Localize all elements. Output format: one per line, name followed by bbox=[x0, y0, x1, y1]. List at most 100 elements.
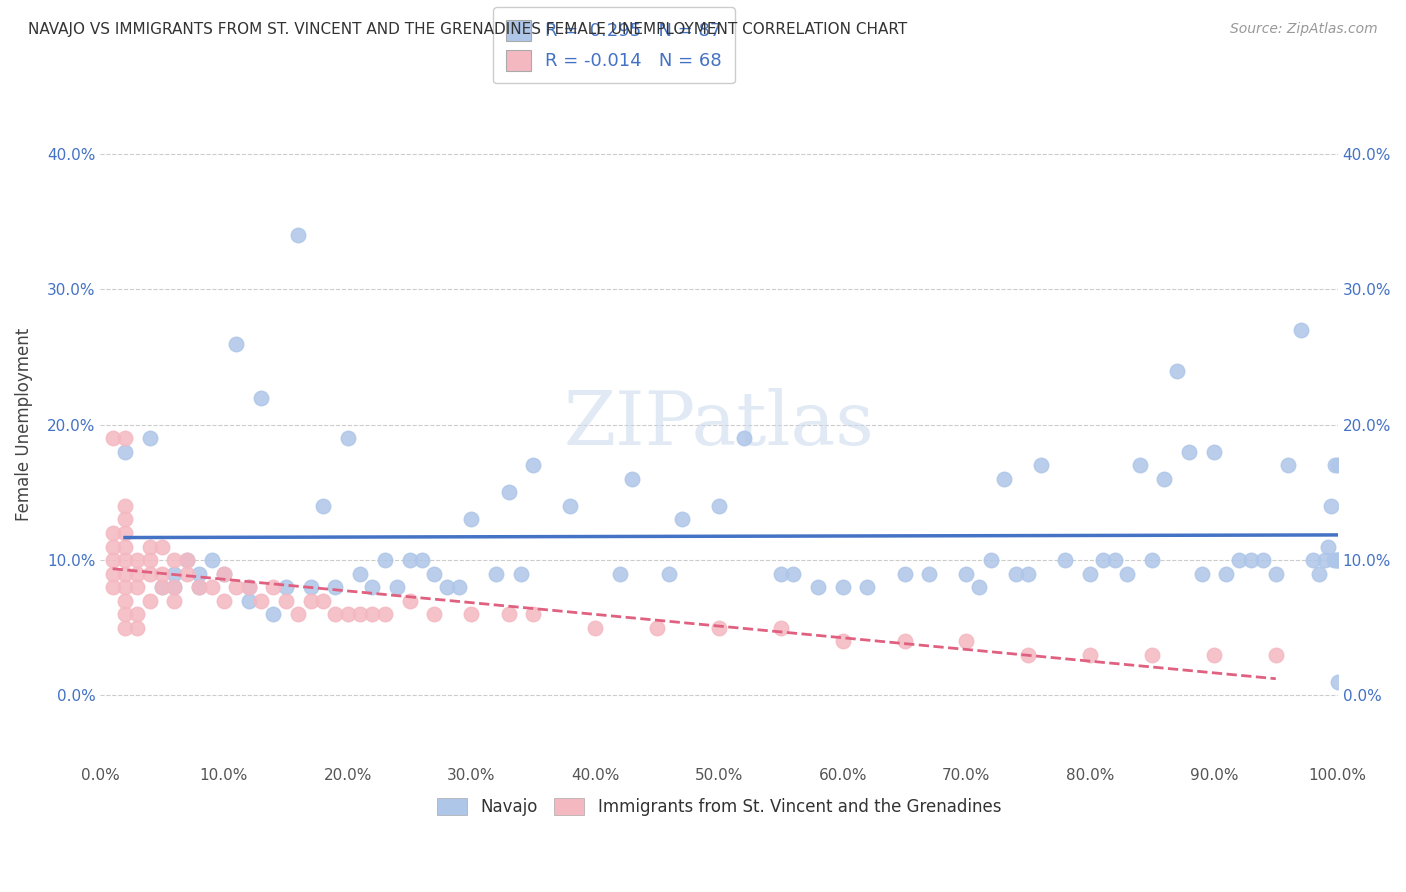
Point bbox=[1104, 553, 1126, 567]
Y-axis label: Female Unemployment: Female Unemployment bbox=[15, 328, 32, 521]
Point bbox=[139, 553, 162, 567]
Point bbox=[1140, 648, 1163, 662]
Point bbox=[114, 621, 136, 635]
Point bbox=[671, 512, 693, 526]
Point bbox=[1116, 566, 1139, 581]
Point bbox=[225, 580, 247, 594]
Point bbox=[621, 472, 644, 486]
Point bbox=[139, 593, 162, 607]
Point bbox=[1178, 445, 1201, 459]
Point bbox=[114, 553, 136, 567]
Point bbox=[263, 607, 285, 622]
Point bbox=[101, 580, 124, 594]
Point bbox=[831, 580, 853, 594]
Point bbox=[1017, 648, 1039, 662]
Point bbox=[498, 485, 520, 500]
Point bbox=[1215, 566, 1237, 581]
Point bbox=[163, 580, 186, 594]
Point bbox=[374, 553, 396, 567]
Point bbox=[238, 593, 260, 607]
Point bbox=[188, 580, 211, 594]
Point bbox=[114, 445, 136, 459]
Point bbox=[1078, 566, 1101, 581]
Point bbox=[1078, 648, 1101, 662]
Point bbox=[101, 526, 124, 541]
Point bbox=[807, 580, 830, 594]
Point bbox=[1240, 553, 1263, 567]
Point bbox=[1324, 458, 1347, 473]
Point bbox=[361, 580, 384, 594]
Point bbox=[1191, 566, 1213, 581]
Point bbox=[150, 540, 173, 554]
Point bbox=[163, 553, 186, 567]
Point bbox=[139, 566, 162, 581]
Point bbox=[114, 540, 136, 554]
Point bbox=[349, 566, 371, 581]
Point bbox=[769, 621, 792, 635]
Point bbox=[645, 621, 668, 635]
Point bbox=[176, 553, 198, 567]
Point bbox=[127, 607, 149, 622]
Point bbox=[485, 566, 508, 581]
Point bbox=[707, 621, 730, 635]
Point bbox=[1202, 648, 1225, 662]
Point bbox=[658, 566, 681, 581]
Point bbox=[1140, 553, 1163, 567]
Point bbox=[423, 607, 446, 622]
Point bbox=[1005, 566, 1028, 581]
Point bbox=[325, 607, 347, 622]
Point bbox=[1326, 553, 1348, 567]
Point bbox=[212, 566, 235, 581]
Point bbox=[1017, 566, 1039, 581]
Point bbox=[114, 566, 136, 581]
Legend: Navajo, Immigrants from St. Vincent and the Grenadines: Navajo, Immigrants from St. Vincent and … bbox=[430, 791, 1008, 822]
Point bbox=[163, 580, 186, 594]
Point bbox=[1308, 566, 1330, 581]
Point bbox=[1029, 458, 1052, 473]
Point bbox=[150, 566, 173, 581]
Point bbox=[1054, 553, 1077, 567]
Point bbox=[299, 593, 322, 607]
Point bbox=[1326, 458, 1348, 473]
Point bbox=[274, 593, 297, 607]
Point bbox=[918, 566, 941, 581]
Point bbox=[1320, 499, 1343, 513]
Point bbox=[387, 580, 409, 594]
Point bbox=[769, 566, 792, 581]
Point bbox=[287, 607, 309, 622]
Point bbox=[163, 593, 186, 607]
Point bbox=[212, 593, 235, 607]
Point bbox=[1129, 458, 1152, 473]
Point bbox=[114, 512, 136, 526]
Point bbox=[250, 391, 273, 405]
Point bbox=[176, 553, 198, 567]
Point bbox=[349, 607, 371, 622]
Point bbox=[460, 512, 482, 526]
Text: NAVAJO VS IMMIGRANTS FROM ST. VINCENT AND THE GRENADINES FEMALE UNEMPLOYMENT COR: NAVAJO VS IMMIGRANTS FROM ST. VINCENT AN… bbox=[28, 22, 907, 37]
Point bbox=[436, 580, 458, 594]
Point bbox=[188, 566, 211, 581]
Point bbox=[361, 607, 384, 622]
Point bbox=[325, 580, 347, 594]
Point bbox=[1326, 674, 1348, 689]
Point bbox=[150, 580, 173, 594]
Point bbox=[831, 634, 853, 648]
Point bbox=[139, 431, 162, 445]
Point bbox=[114, 431, 136, 445]
Point bbox=[980, 553, 1002, 567]
Point bbox=[733, 431, 755, 445]
Point bbox=[1316, 540, 1339, 554]
Point bbox=[993, 472, 1015, 486]
Point bbox=[1326, 553, 1348, 567]
Point bbox=[127, 553, 149, 567]
Point bbox=[1277, 458, 1299, 473]
Point bbox=[114, 499, 136, 513]
Point bbox=[150, 580, 173, 594]
Point bbox=[1323, 553, 1346, 567]
Point bbox=[522, 607, 544, 622]
Point bbox=[287, 228, 309, 243]
Point bbox=[238, 580, 260, 594]
Point bbox=[1315, 553, 1337, 567]
Point bbox=[127, 566, 149, 581]
Point bbox=[201, 553, 224, 567]
